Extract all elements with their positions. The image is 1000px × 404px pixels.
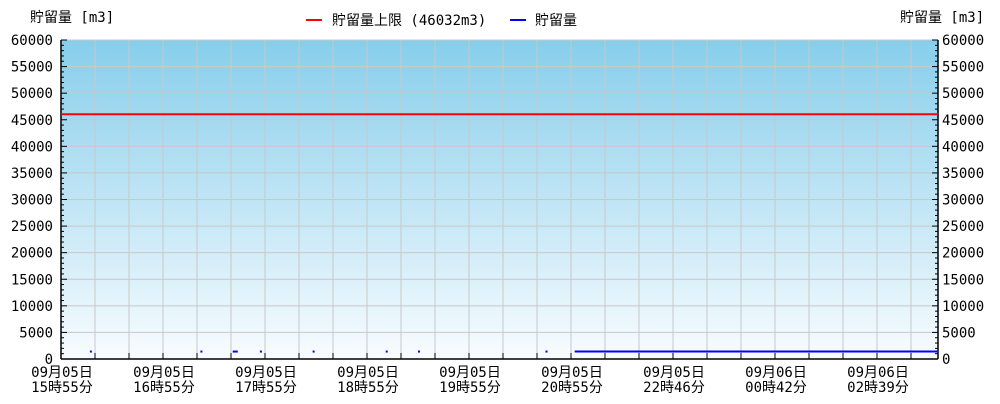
y-tick-label-right: 40000 — [942, 139, 984, 155]
y-tick-label-right: 5000 — [942, 325, 976, 341]
y-tick-label-right: 25000 — [942, 219, 984, 235]
x-tick-label-date: 09月05日 — [439, 365, 501, 381]
x-tick-label-time: 16時55分 — [133, 380, 195, 396]
y-tick-label-left: 50000 — [11, 86, 53, 102]
x-tick-label-time: 20時55分 — [541, 380, 603, 396]
legend-label-limit: 貯留量上限 (46032m3) — [332, 13, 486, 29]
y-tick-label-right: 15000 — [942, 272, 984, 288]
x-tick-label-time: 15時55分 — [31, 380, 93, 396]
x-tick-label-date: 09月06日 — [745, 365, 807, 381]
x-tick-label-time: 02時39分 — [847, 380, 909, 396]
x-tick-label-date: 09月05日 — [337, 365, 399, 381]
legend-label-storage: 貯留量 — [535, 13, 577, 29]
y-tick-label-left: 5000 — [19, 325, 53, 341]
y-tick-label-right: 10000 — [942, 299, 984, 315]
y-tick-label-left: 45000 — [11, 113, 53, 129]
y-tick-label-left: 30000 — [11, 193, 53, 209]
x-tick-label-date: 09月05日 — [541, 365, 603, 381]
x-tick-label-date: 09月05日 — [31, 365, 93, 381]
y-tick-label-left: 55000 — [11, 60, 53, 76]
y-axis-label-right: 貯留量 [m3] — [900, 10, 984, 26]
x-tick-label-date: 09月05日 — [235, 365, 297, 381]
axes: 0 0 5000 5000 10000 10000 15000 15000 20000 20000… — [11, 33, 984, 396]
data-marks — [61, 113, 938, 353]
y-tick-label-left: 40000 — [11, 139, 53, 155]
x-tick-label-time: 17時55分 — [235, 380, 297, 396]
x-tick-label-time: 19時55分 — [439, 380, 501, 396]
y-tick-label-left: 20000 — [11, 246, 53, 262]
y-tick-label-right: 20000 — [942, 246, 984, 262]
x-tick-label-time: 18時55分 — [337, 380, 399, 396]
y-tick-label-right: 30000 — [942, 193, 984, 209]
y-tick-label-right: 45000 — [942, 113, 984, 129]
x-tick-label-time: 00時42分 — [745, 380, 807, 396]
y-tick-label-left: 35000 — [11, 166, 53, 182]
x-tick-label-date: 09月05日 — [133, 365, 195, 381]
legend: 貯留量上限 (46032m3) 貯留量 — [306, 13, 577, 29]
x-tick-label-date: 09月06日 — [847, 365, 909, 381]
y-tick-label-left: 25000 — [11, 219, 53, 235]
y-tick-label-left: 60000 — [11, 33, 53, 49]
y-tick-label-left: 15000 — [11, 272, 53, 288]
y-tick-label-right: 50000 — [942, 86, 984, 102]
y-tick-label-right: 0 — [942, 352, 950, 368]
y-tick-label-left: 0 — [45, 352, 53, 368]
y-tick-label-right: 60000 — [942, 33, 984, 49]
y-axis-label-left: 貯留量 [m3] — [30, 10, 114, 26]
y-tick-label-left: 10000 — [11, 299, 53, 315]
x-tick-label-date: 09月05日 — [643, 365, 705, 381]
y-tick-label-right: 35000 — [942, 166, 984, 182]
x-tick-label-time: 22時46分 — [643, 380, 705, 396]
y-tick-label-right: 55000 — [942, 60, 984, 76]
